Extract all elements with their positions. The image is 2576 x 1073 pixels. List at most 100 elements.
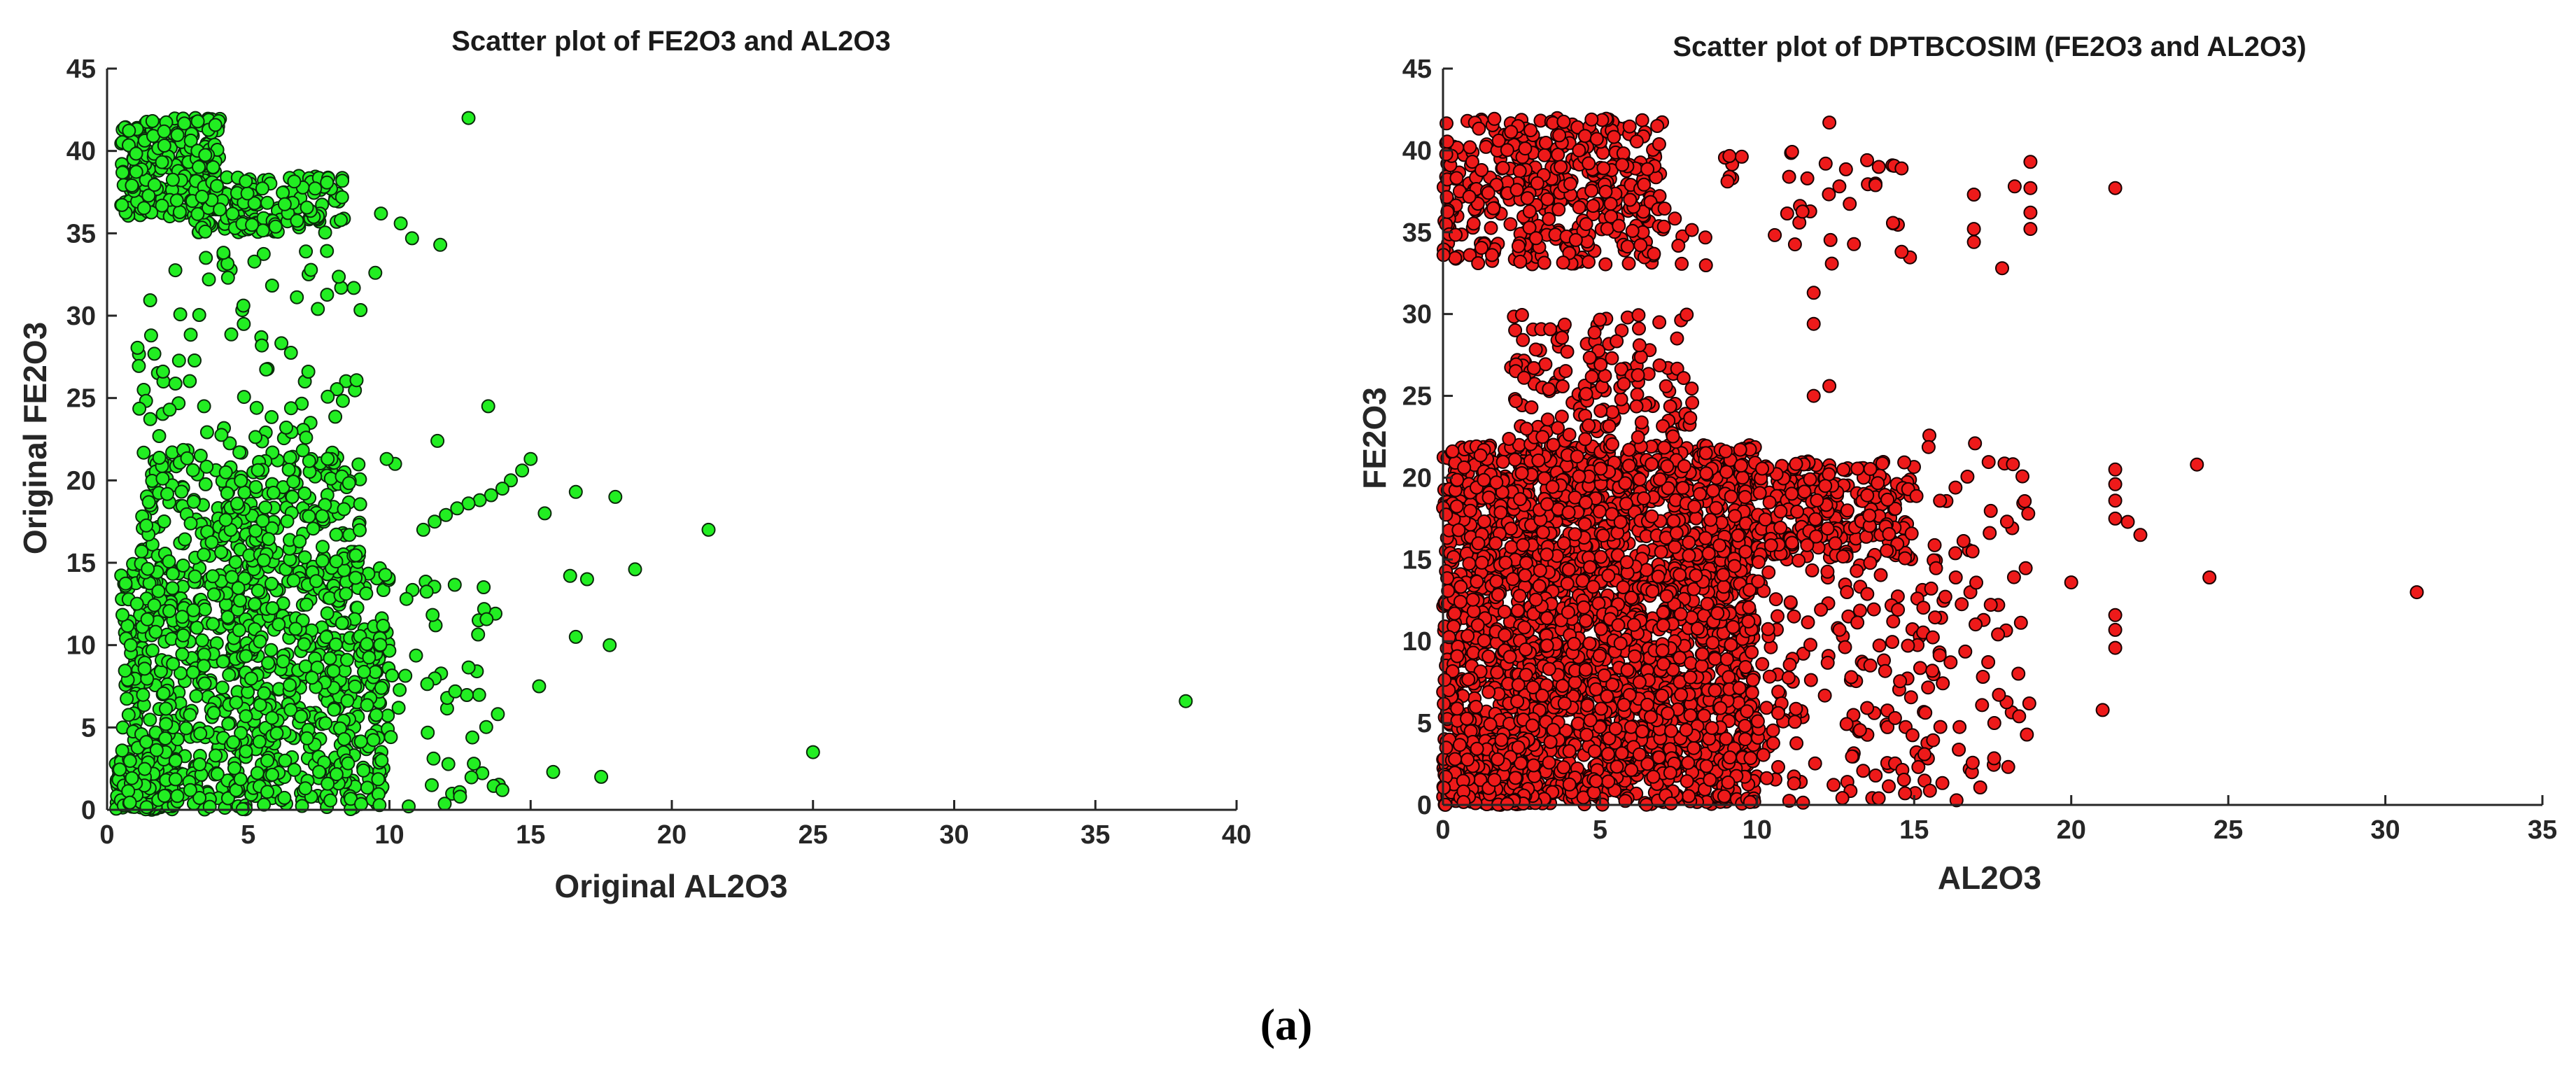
data-point (329, 554, 344, 569)
chart-left-original: Scatter plot of FE2O3 and AL2O3 0 5 10 15 20… (17, 26, 1251, 904)
data-point (323, 793, 338, 808)
data-point (183, 783, 197, 797)
data-point (190, 620, 204, 635)
data-point (337, 732, 351, 746)
data-point (283, 703, 298, 717)
data-point (318, 716, 333, 731)
data-point (264, 643, 279, 657)
data-point (1620, 663, 1635, 678)
data-point (372, 798, 387, 813)
data-point (1703, 773, 1717, 787)
data-point (328, 409, 343, 424)
data-point (157, 514, 171, 528)
data-point (245, 218, 260, 232)
data-point (1587, 744, 1602, 759)
data-point (1593, 622, 1608, 636)
chart-right-simulated: Scatter plot of DPTBCOSIM (FE2O3 and AL2… (1356, 31, 2557, 896)
data-point (1477, 633, 1491, 648)
data-point (237, 390, 251, 405)
data-point (1722, 670, 1736, 685)
data-point (157, 124, 171, 139)
data-point (192, 308, 206, 322)
data-point (1439, 507, 1454, 522)
y-tick-label: 25 (66, 384, 96, 414)
data-point (186, 603, 201, 617)
data-point (1540, 547, 1554, 562)
data-point (1540, 611, 1554, 625)
data-point (236, 298, 251, 313)
data-point (320, 175, 335, 190)
data-point (295, 443, 310, 458)
data-point (579, 572, 594, 587)
data-point (274, 336, 289, 351)
data-point (1494, 733, 1509, 748)
data-point (248, 479, 263, 494)
data-point (1498, 555, 1513, 570)
data-point (185, 463, 200, 477)
data-point (461, 496, 476, 511)
data-point (173, 307, 188, 322)
data-point (1561, 605, 1575, 619)
chart-left-x-axis-label: Original AL2O3 (554, 868, 787, 904)
data-point (237, 485, 252, 500)
data-point (175, 610, 190, 624)
data-point (419, 584, 434, 599)
data-point (1514, 466, 1529, 480)
data-point (248, 597, 262, 611)
data-point (1681, 755, 1696, 770)
data-point (265, 710, 279, 725)
data-point (290, 213, 304, 228)
data-point (342, 476, 356, 491)
data-point (276, 185, 290, 200)
y-tick-label: 30 (66, 302, 96, 331)
data-point (360, 698, 374, 713)
data-point (1646, 769, 1661, 784)
data-point (339, 652, 354, 667)
data-point (453, 790, 467, 804)
data-point (206, 587, 221, 602)
data-point (327, 702, 342, 717)
data-point (563, 568, 577, 583)
data-point (255, 181, 269, 196)
data-point (465, 730, 479, 745)
data-point (1745, 685, 1759, 700)
data-point (1526, 758, 1541, 773)
data-point (265, 601, 280, 615)
data-point (298, 659, 313, 674)
data-point (1836, 462, 1851, 477)
data-point (121, 708, 136, 722)
data-point (1663, 796, 1678, 811)
data-point (1897, 455, 1912, 470)
data-point (1493, 505, 1508, 520)
data-point (1465, 592, 1480, 607)
data-point (155, 198, 169, 213)
data-point (1450, 701, 1465, 716)
data-point (1505, 572, 1520, 587)
data-point (172, 205, 187, 219)
data-point (357, 664, 372, 679)
data-point (174, 484, 189, 499)
data-point (1600, 747, 1615, 762)
data-point (353, 523, 367, 538)
data-point (260, 753, 274, 768)
data-point (1682, 789, 1696, 804)
data-point (608, 489, 623, 504)
data-point (234, 726, 248, 741)
chart-left-points (108, 111, 1193, 817)
data-point (1528, 592, 1543, 607)
data-point (1526, 680, 1540, 694)
data-point (227, 761, 241, 776)
data-point (1497, 605, 1512, 619)
data-point (1732, 680, 1747, 695)
data-point (379, 451, 394, 466)
x-tick-label: 10 (374, 820, 404, 850)
data-point (1675, 481, 1690, 496)
data-point (216, 654, 230, 669)
data-point (1645, 509, 1659, 524)
data-point (299, 430, 314, 445)
data-point (130, 340, 145, 355)
data-point (1636, 491, 1651, 505)
data-point (1489, 574, 1504, 589)
data-point (198, 477, 213, 491)
data-point (484, 488, 498, 503)
